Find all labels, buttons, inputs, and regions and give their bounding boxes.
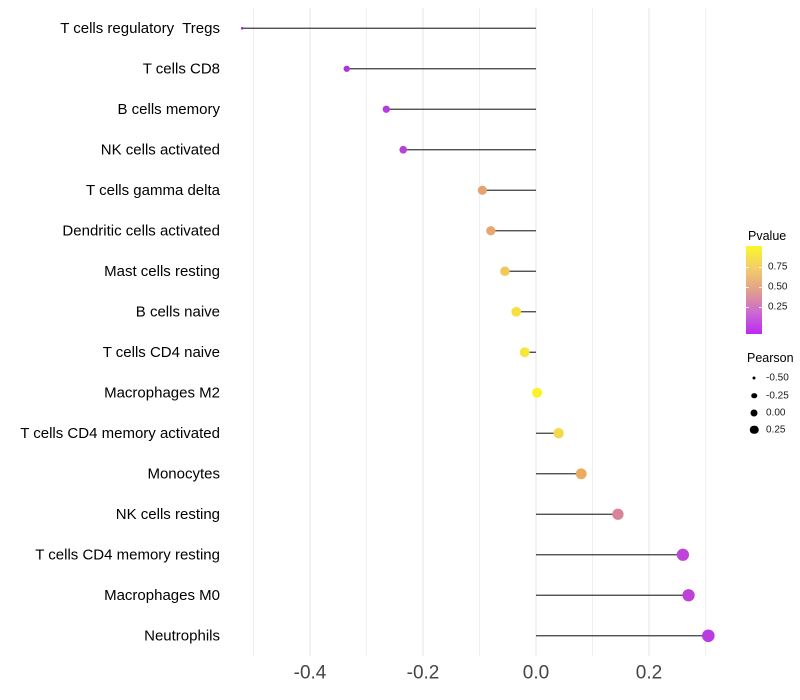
lollipop-dot (486, 226, 496, 236)
lollipop-dot (532, 387, 543, 398)
y-axis-label: T cells regulatory Tregs (60, 20, 220, 37)
lollipop-dot (399, 145, 408, 154)
y-axis-label: T cells CD4 naive (103, 344, 220, 361)
lollipop-dot (477, 185, 487, 195)
lollipop-dot (519, 347, 530, 358)
lollipop-dot (500, 266, 510, 277)
lollipop-dot (575, 468, 587, 480)
lollipop-dot (702, 629, 715, 643)
lollipop-dot (511, 306, 522, 317)
y-axis-label: NK cells activated (101, 141, 220, 158)
y-axis-label: Dendritic cells activated (62, 222, 220, 239)
y-axis-label: T cells CD4 memory resting (35, 546, 220, 563)
lollipop-dot (612, 508, 624, 520)
y-axis-label: Macrophages M0 (104, 587, 220, 604)
y-axis-label: Macrophages M2 (104, 384, 220, 401)
y-axis-label: Mast cells resting (104, 263, 220, 280)
y-axis-label: Monocytes (147, 465, 220, 482)
lollipop-dot (682, 589, 695, 602)
y-axis-label: B cells memory (117, 101, 220, 118)
lollipop-dot (343, 65, 350, 72)
x-axis-tick-label: -0.2 (407, 663, 440, 684)
y-axis-label: NK cells resting (116, 506, 220, 523)
x-axis-tick-label: 0.2 (636, 663, 662, 684)
y-axis-label: T cells CD4 memory activated (20, 425, 220, 442)
lollipop-dot (553, 428, 564, 439)
lollipop-dot (240, 26, 244, 30)
x-axis-tick-label: 0.0 (523, 663, 549, 684)
y-axis-label: Neutrophils (144, 627, 220, 644)
lollipop-dot (382, 105, 390, 113)
y-axis-label: B cells naive (136, 303, 220, 320)
x-axis-tick-label: -0.4 (294, 663, 327, 684)
y-axis-label: T cells CD8 (143, 60, 220, 77)
lollipop-dot (676, 548, 690, 561)
y-axis-label: T cells gamma delta (86, 182, 221, 199)
